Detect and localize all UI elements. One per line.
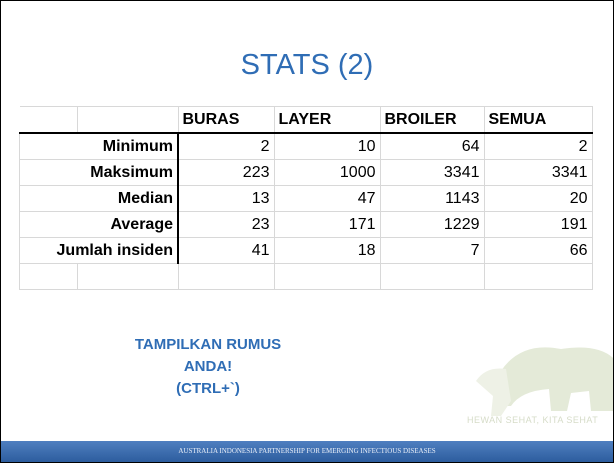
cell: 1229 xyxy=(380,212,484,238)
column-header: BURAS xyxy=(178,107,274,134)
cell: 171 xyxy=(274,212,380,238)
note-line: TAMPILKAN RUMUS ANDA! xyxy=(113,334,303,378)
column-header: SEMUA xyxy=(484,107,592,134)
footer: AUSTRALIA INDONESIA PARTNERSHIP FOR EMER… xyxy=(1,441,613,462)
blank-cell xyxy=(274,264,380,290)
watermark-text: HEWAN SEHAT, KITA SEHAT xyxy=(467,415,598,425)
cell: 20 xyxy=(484,186,592,212)
row-label: Average xyxy=(20,212,179,238)
column-header: LAYER xyxy=(274,107,380,134)
blank-cell xyxy=(20,264,78,290)
cell: 223 xyxy=(178,160,274,186)
cell: 23 xyxy=(178,212,274,238)
cell: 191 xyxy=(484,212,592,238)
blank-cell xyxy=(380,264,484,290)
cell: 3341 xyxy=(484,160,592,186)
note-line: (CTRL+`) xyxy=(113,378,303,400)
cell: 1143 xyxy=(380,186,484,212)
cell: 3341 xyxy=(380,160,484,186)
blank-cell xyxy=(20,107,78,134)
empty-row xyxy=(20,264,593,290)
row-label: Maksimum xyxy=(20,160,179,186)
cell: 41 xyxy=(178,238,274,264)
note: TAMPILKAN RUMUS ANDA! (CTRL+`) xyxy=(113,334,303,400)
blank-cell xyxy=(484,264,592,290)
column-header: BROILER xyxy=(380,107,484,134)
row-label: Minimum xyxy=(20,133,179,160)
blank-cell xyxy=(77,107,178,134)
watermark-graphic xyxy=(471,331,614,421)
cell: 64 xyxy=(380,133,484,160)
blank-cell xyxy=(178,264,274,290)
slide: STATS (2) BURASLAYERBROILERSEMUAMinimum2… xyxy=(0,0,614,463)
cell: 18 xyxy=(274,238,380,264)
slide-title: STATS (2) xyxy=(1,49,613,82)
cell: 47 xyxy=(274,186,380,212)
cell: 2 xyxy=(178,133,274,160)
cell: 2 xyxy=(484,133,592,160)
cell: 10 xyxy=(274,133,380,160)
cell: 7 xyxy=(380,238,484,264)
cell: 1000 xyxy=(274,160,380,186)
blank-cell xyxy=(77,264,178,290)
row-label: Jumlah insiden xyxy=(20,238,179,264)
cell: 66 xyxy=(484,238,592,264)
row-label: Median xyxy=(20,186,179,212)
cell: 13 xyxy=(178,186,274,212)
